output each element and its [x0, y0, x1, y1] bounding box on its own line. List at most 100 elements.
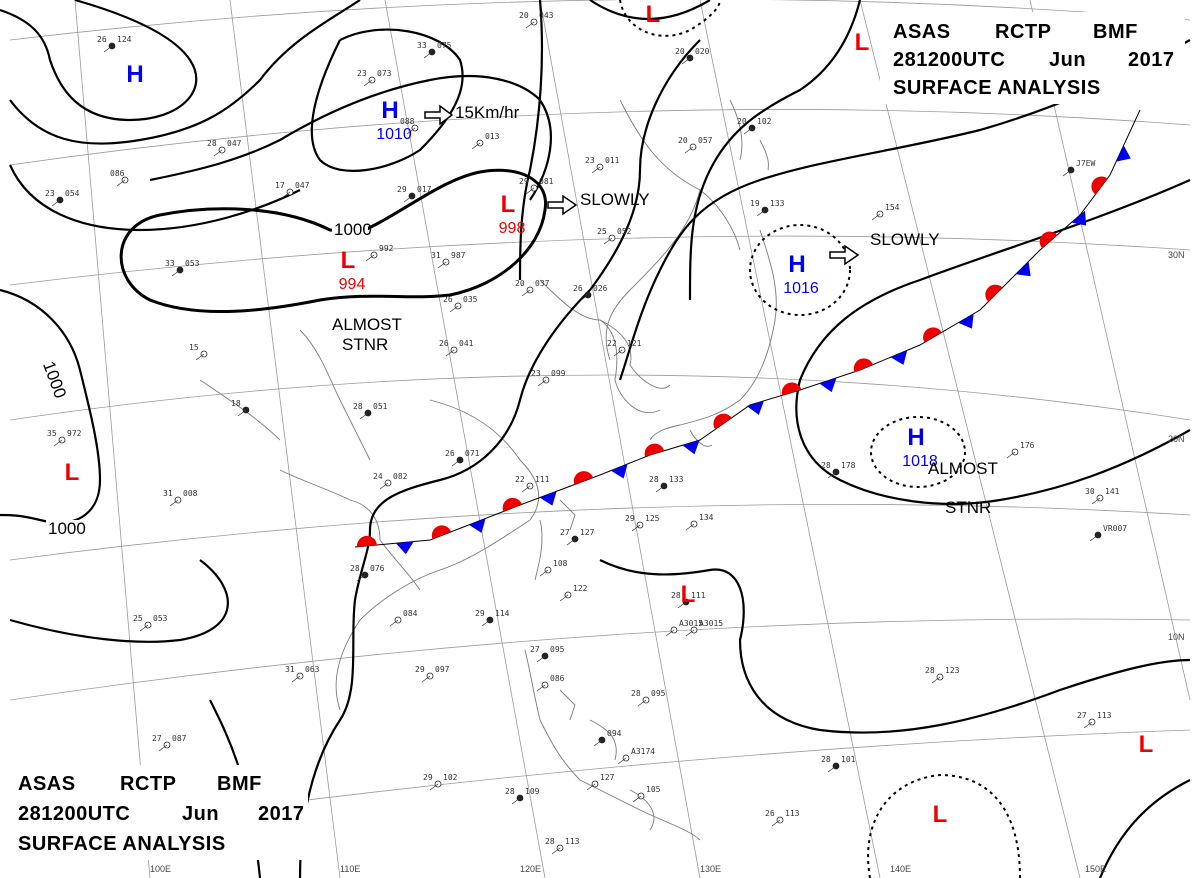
station-pressure: 011	[605, 156, 620, 165]
pressure-center-symbol: L	[341, 247, 356, 274]
station-pressure: 008	[183, 489, 198, 498]
station-pressure: 041	[459, 339, 474, 348]
wind-barb	[593, 739, 603, 747]
station-pressure: 081	[539, 177, 554, 186]
coastlines	[199, 99, 777, 841]
header-tr-year: 2017	[1128, 49, 1175, 71]
station-plot: 28 123	[925, 666, 960, 684]
station-plot: 31 987	[431, 251, 466, 269]
station-plot: 28 113	[545, 837, 580, 855]
station-plot: A3015	[665, 619, 703, 637]
station-plot: 25 053	[133, 614, 168, 632]
low-center-7: L	[855, 29, 870, 56]
movement-arrows	[424, 104, 860, 266]
warm-front-semicircle	[853, 358, 874, 373]
station-plot: 31 008	[163, 489, 198, 507]
wind-barb	[406, 127, 416, 135]
wind-barb	[423, 51, 433, 59]
header-bl-year: 2017	[258, 803, 305, 825]
wind-barb	[379, 482, 389, 490]
station-temp: 27	[152, 734, 162, 743]
station-temp: 33	[417, 41, 427, 50]
wind-barb	[684, 146, 694, 154]
station-plot: 26 113	[765, 809, 800, 827]
station-pressure: 053	[153, 614, 168, 623]
stnr-label-1-line2: STNR	[342, 335, 388, 354]
station-pressure: 113	[565, 837, 580, 846]
station-temp: 26	[445, 449, 455, 458]
wind-barb	[637, 699, 647, 707]
isobar-1000	[119, 168, 548, 314]
station-pressure: 114	[495, 609, 510, 618]
wind-barb	[536, 684, 546, 692]
high-center-1: H 1010	[376, 97, 412, 143]
warm-front-semicircle	[573, 471, 594, 485]
station-plot: 122	[559, 584, 588, 602]
wind-barb	[521, 485, 531, 493]
wind-barb	[437, 261, 447, 269]
cold-front-triangle	[682, 440, 700, 455]
station-plot: 23 073	[357, 69, 392, 87]
station-pressure: 071	[465, 449, 480, 458]
wind-barb	[525, 187, 535, 195]
pressure-center-value: 998	[499, 220, 526, 237]
header-tr-rctp: RCTP	[995, 21, 1051, 43]
pressure-center-symbol: L	[681, 581, 696, 608]
lon-label-150e: 150E	[1085, 864, 1106, 874]
dotted-isobars	[619, 0, 1021, 878]
wind-barb	[213, 149, 223, 157]
header-bottom-left: ASAS RCTP BMF 281200UTC Jun 2017 SURFACE…	[8, 765, 308, 860]
station-temp: 23	[585, 156, 595, 165]
cold-front-triangle	[958, 313, 974, 329]
wind-barb	[1006, 451, 1016, 459]
pressure-center-symbol: L	[65, 459, 80, 486]
station-temp: 31	[285, 665, 295, 674]
station-temp: 28	[631, 689, 641, 698]
wind-barb	[195, 353, 205, 361]
pressure-systems: H H 1010 L 998 L 994 H 1016 H 1018 L L L L L L	[65, 1, 1154, 828]
pressure-center-symbol: H	[907, 424, 924, 451]
station-temp: 27	[560, 528, 570, 537]
station-temp: 28	[350, 564, 360, 573]
station-temp: 29	[397, 185, 407, 194]
wind-barb	[511, 797, 521, 805]
wind-barb	[521, 289, 531, 297]
station-pressure: 972	[67, 429, 82, 438]
station-temp: 19	[750, 199, 760, 208]
station-plot: 29 114	[475, 609, 510, 627]
station-pressure: 134	[699, 513, 714, 522]
pressure-center-symbol: H	[788, 251, 805, 278]
station-pressure: 109	[525, 787, 540, 796]
station-plot: J7EW	[1062, 159, 1095, 177]
station-plot: 29 081	[519, 177, 554, 195]
station-plot: 29 017	[397, 185, 432, 203]
header-tr-time: 281200UTC	[893, 49, 1005, 71]
cold-front-triangle	[539, 491, 557, 506]
stnr-label-1-line1: ALMOST	[332, 315, 402, 334]
station-pressure: 178	[841, 461, 856, 470]
station-plot: 29 125	[625, 514, 660, 532]
wind-barb	[429, 783, 439, 791]
station-temp: 23	[357, 69, 367, 78]
wind-barb	[1089, 534, 1099, 542]
station-pressure: 095	[550, 645, 565, 654]
station-plot: 154	[871, 203, 900, 221]
station-plot: 26 124	[97, 35, 132, 53]
station-temp: 20	[515, 279, 525, 288]
high-center-4: H 1016	[783, 251, 819, 297]
station-temp: 23	[45, 189, 55, 198]
station-pressure: VR007	[1103, 524, 1127, 533]
station-pressure: 122	[573, 584, 588, 593]
wind-barb	[632, 795, 642, 803]
warm-front-semicircle	[1039, 231, 1058, 249]
station-plot: 18	[231, 399, 250, 417]
wind-barb	[617, 757, 627, 765]
warm-front-semicircle	[431, 525, 452, 540]
station-pressure: 095	[651, 689, 666, 698]
wind-barb	[389, 619, 399, 627]
warm-front-semicircle	[356, 535, 377, 547]
station-temp: 20	[678, 136, 688, 145]
wind-barb	[158, 744, 168, 752]
station-pressure: 176	[1020, 441, 1035, 450]
